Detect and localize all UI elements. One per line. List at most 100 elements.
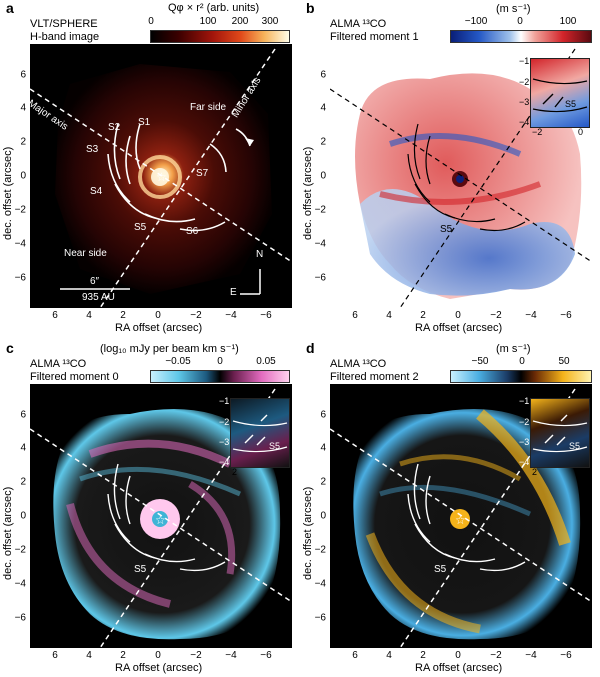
panel-b: b ALMA ¹³CO Filtered moment 1 (m s⁻¹) −1… bbox=[300, 0, 600, 340]
y-tick-label: −2 bbox=[14, 204, 26, 216]
panel-a: a VLT/SPHERE H-band image Qφ × r² (arb. … bbox=[0, 0, 300, 340]
x-tick-label: 2 bbox=[420, 310, 426, 321]
x-tick-label: −6 bbox=[560, 650, 572, 661]
panel-letter: d bbox=[306, 340, 315, 356]
x-tick-label: −4 bbox=[225, 310, 237, 321]
spiral-label-s5: S5 bbox=[134, 564, 147, 575]
spiral-label-s5: S5 bbox=[434, 564, 447, 575]
x-tick-label: 2 bbox=[120, 650, 126, 661]
x-tick-label: −4 bbox=[525, 650, 537, 661]
x-axis-label: RA offset (arcsec) bbox=[415, 322, 503, 334]
y-tick-label: −4 bbox=[314, 578, 326, 590]
colorbar-title: (m s⁻¹) bbox=[496, 3, 531, 15]
x-tick-label: 6 bbox=[352, 650, 358, 661]
inset-y-tick: −2 bbox=[519, 417, 530, 427]
spiral-label-s3: S3 bbox=[86, 144, 99, 155]
north-label: N bbox=[256, 249, 264, 260]
inset-overlay bbox=[532, 414, 588, 453]
colorbar-tick: 300 bbox=[261, 16, 279, 27]
image-plot-a: ☆ Major axis Minor axis Far side Near si… bbox=[30, 44, 292, 308]
inset-overlay bbox=[232, 414, 288, 453]
x-tick-label: 0 bbox=[155, 650, 161, 661]
svg-text:☆: ☆ bbox=[455, 513, 466, 527]
y-tick-label: 0 bbox=[20, 510, 26, 522]
spiral-label-s6: S6 bbox=[186, 226, 199, 237]
x-tick-label: −2 bbox=[190, 650, 202, 661]
sphere-image: ☆ bbox=[30, 48, 292, 308]
x-tick-label: 4 bbox=[86, 310, 92, 321]
panel-title: ALMA ¹³CO bbox=[30, 358, 87, 370]
x-tick-label: 2 bbox=[420, 650, 426, 661]
panel-letter: b bbox=[306, 0, 315, 16]
x-tick-label: 4 bbox=[86, 650, 92, 661]
inset-s5-label: S5 bbox=[269, 441, 281, 451]
inset-x-tick: 0 bbox=[580, 467, 586, 477]
inset-x-tick: 0 bbox=[578, 127, 584, 137]
inset-y-tick: −1 bbox=[219, 396, 230, 406]
spiral-label-s1: S1 bbox=[138, 117, 151, 128]
panel-title: ALMA ¹³CO bbox=[330, 18, 387, 30]
y-tick-label: −2 bbox=[314, 204, 326, 216]
colorbar-tick: 0 bbox=[517, 16, 523, 27]
y-tick-label: 4 bbox=[320, 102, 326, 114]
inset-y-tick: −2 bbox=[219, 417, 230, 427]
spiral-label-s5: S5 bbox=[134, 222, 147, 233]
y-axis-label: dec. offset (arcsec) bbox=[2, 486, 14, 580]
inset-s5-label: S5 bbox=[569, 441, 581, 451]
moment0-map: ☆ bbox=[30, 388, 292, 648]
x-axis-label: RA offset (arcsec) bbox=[115, 322, 203, 334]
panel-d: d ALMA ¹³CO Filtered moment 2 (m s⁻¹) −5… bbox=[300, 340, 600, 677]
x-tick-label: 4 bbox=[386, 310, 392, 321]
x-axis-label: RA offset (arcsec) bbox=[115, 662, 203, 674]
spiral-label-s4: S4 bbox=[90, 186, 103, 197]
panel-title: VLT/SPHERE bbox=[30, 18, 98, 30]
inset-y-tick: −2 bbox=[519, 77, 530, 87]
x-tick-label: −2 bbox=[190, 310, 202, 321]
x-tick-label: 4 bbox=[386, 650, 392, 661]
inset-zoom-d: S5 bbox=[530, 398, 590, 468]
y-tick-label: 2 bbox=[20, 476, 26, 488]
colorbar-tick: −0.05 bbox=[165, 356, 191, 367]
y-tick-label: 4 bbox=[20, 102, 26, 114]
x-axis-label: RA offset (arcsec) bbox=[415, 662, 503, 674]
inset-x-tick: 2 bbox=[532, 467, 538, 477]
panel-subtitle: Filtered moment 1 bbox=[330, 31, 419, 43]
colorbar-tick: 0 bbox=[148, 16, 154, 27]
x-tick-label: 6 bbox=[352, 310, 358, 321]
svg-text:☆: ☆ bbox=[156, 170, 167, 184]
inset-overlay bbox=[532, 78, 588, 113]
x-tick-label: −4 bbox=[225, 650, 237, 661]
y-tick-label: 4 bbox=[320, 442, 326, 454]
spiral-label-s5: S5 bbox=[440, 224, 453, 235]
y-tick-label: 2 bbox=[20, 136, 26, 148]
y-tick-label: 0 bbox=[20, 170, 26, 182]
y-tick-label: −2 bbox=[14, 544, 26, 556]
colorbar-title: (log₁₀ mJy per beam km s⁻¹) bbox=[100, 343, 239, 355]
y-tick-label: 6 bbox=[320, 69, 326, 81]
scale-bar-angle: 6″ bbox=[90, 276, 100, 287]
y-tick-label: 0 bbox=[320, 510, 326, 522]
inset-zoom-c: S5 bbox=[230, 398, 290, 468]
y-tick-label: 6 bbox=[320, 409, 326, 421]
panel-subtitle: Filtered moment 2 bbox=[330, 371, 419, 383]
inset-zoom-b: S5 bbox=[530, 58, 590, 128]
inset-y-tick: −4 bbox=[519, 117, 530, 127]
x-tick-label: 6 bbox=[52, 310, 58, 321]
colorbar-tick: −50 bbox=[471, 356, 489, 367]
colorbar-tick: 100 bbox=[199, 16, 217, 27]
x-tick-label: 0 bbox=[455, 310, 461, 321]
panel-subtitle: H-band image bbox=[30, 31, 100, 43]
y-tick-label: −6 bbox=[14, 612, 26, 624]
y-tick-label: 0 bbox=[320, 170, 326, 182]
panel-letter: a bbox=[6, 0, 14, 16]
inset-y-tick: −1 bbox=[519, 56, 530, 66]
inset-y-tick: −1 bbox=[519, 396, 530, 406]
spiral-label-s7: S7 bbox=[196, 168, 209, 179]
y-tick-label: −4 bbox=[14, 238, 26, 250]
inset-x-tick: 0 bbox=[280, 467, 286, 477]
colorbar-title: (m s⁻¹) bbox=[496, 343, 531, 355]
inset-y-tick: −4 bbox=[219, 457, 230, 467]
y-tick-label: 2 bbox=[320, 476, 326, 488]
y-tick-label: 4 bbox=[20, 442, 26, 454]
near-side-label: Near side bbox=[64, 248, 107, 259]
